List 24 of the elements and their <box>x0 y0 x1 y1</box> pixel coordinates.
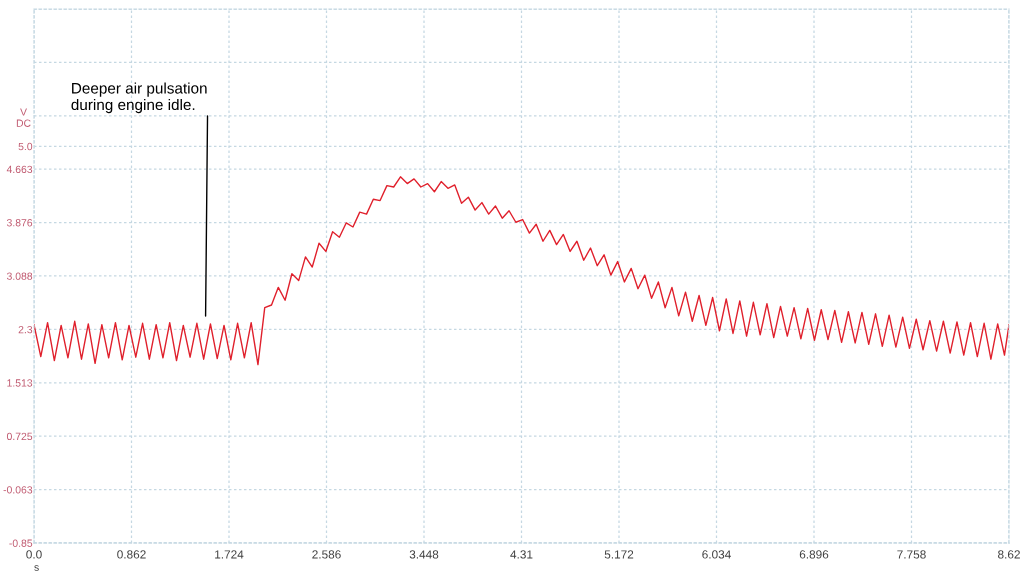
y-tick-label: 2.3 <box>18 325 33 334</box>
y-tick-label: 0.725 <box>6 432 33 441</box>
y-tick-label: 1.513 <box>7 379 33 387</box>
y-tick-label: 5.0 <box>18 142 33 151</box>
x-tick-label: 5.172 <box>604 550 634 559</box>
y-tick-label: 3.088 <box>6 272 33 280</box>
x-tick-label: 1.724 <box>215 550 244 559</box>
x-tick-label: 6.896 <box>799 550 829 559</box>
y-tick-label: 4.663 <box>6 165 33 174</box>
x-axis-title: s <box>34 565 39 571</box>
y-tick-label: -0.85 <box>9 539 33 547</box>
y-tick-label: -0.063 <box>3 486 33 494</box>
y-axis-title: V DC <box>16 108 31 127</box>
x-tick-label: 3.448 <box>409 550 439 559</box>
x-tick-label: 6.034 <box>702 550 731 559</box>
x-tick-label: 4.31 <box>510 550 533 559</box>
line-series <box>34 176 1009 366</box>
y-tick-label: 3.876 <box>6 219 33 227</box>
x-tick-label: 7.758 <box>897 550 926 559</box>
x-tick-label: 0.0 <box>26 550 42 559</box>
x-tick-label: 2.586 <box>312 550 341 559</box>
x-tick-label: 0.862 <box>117 550 146 559</box>
annotation: Deeper air pulsation during engine idle. <box>71 82 207 114</box>
x-tick-label: 8.62 <box>998 550 1020 559</box>
